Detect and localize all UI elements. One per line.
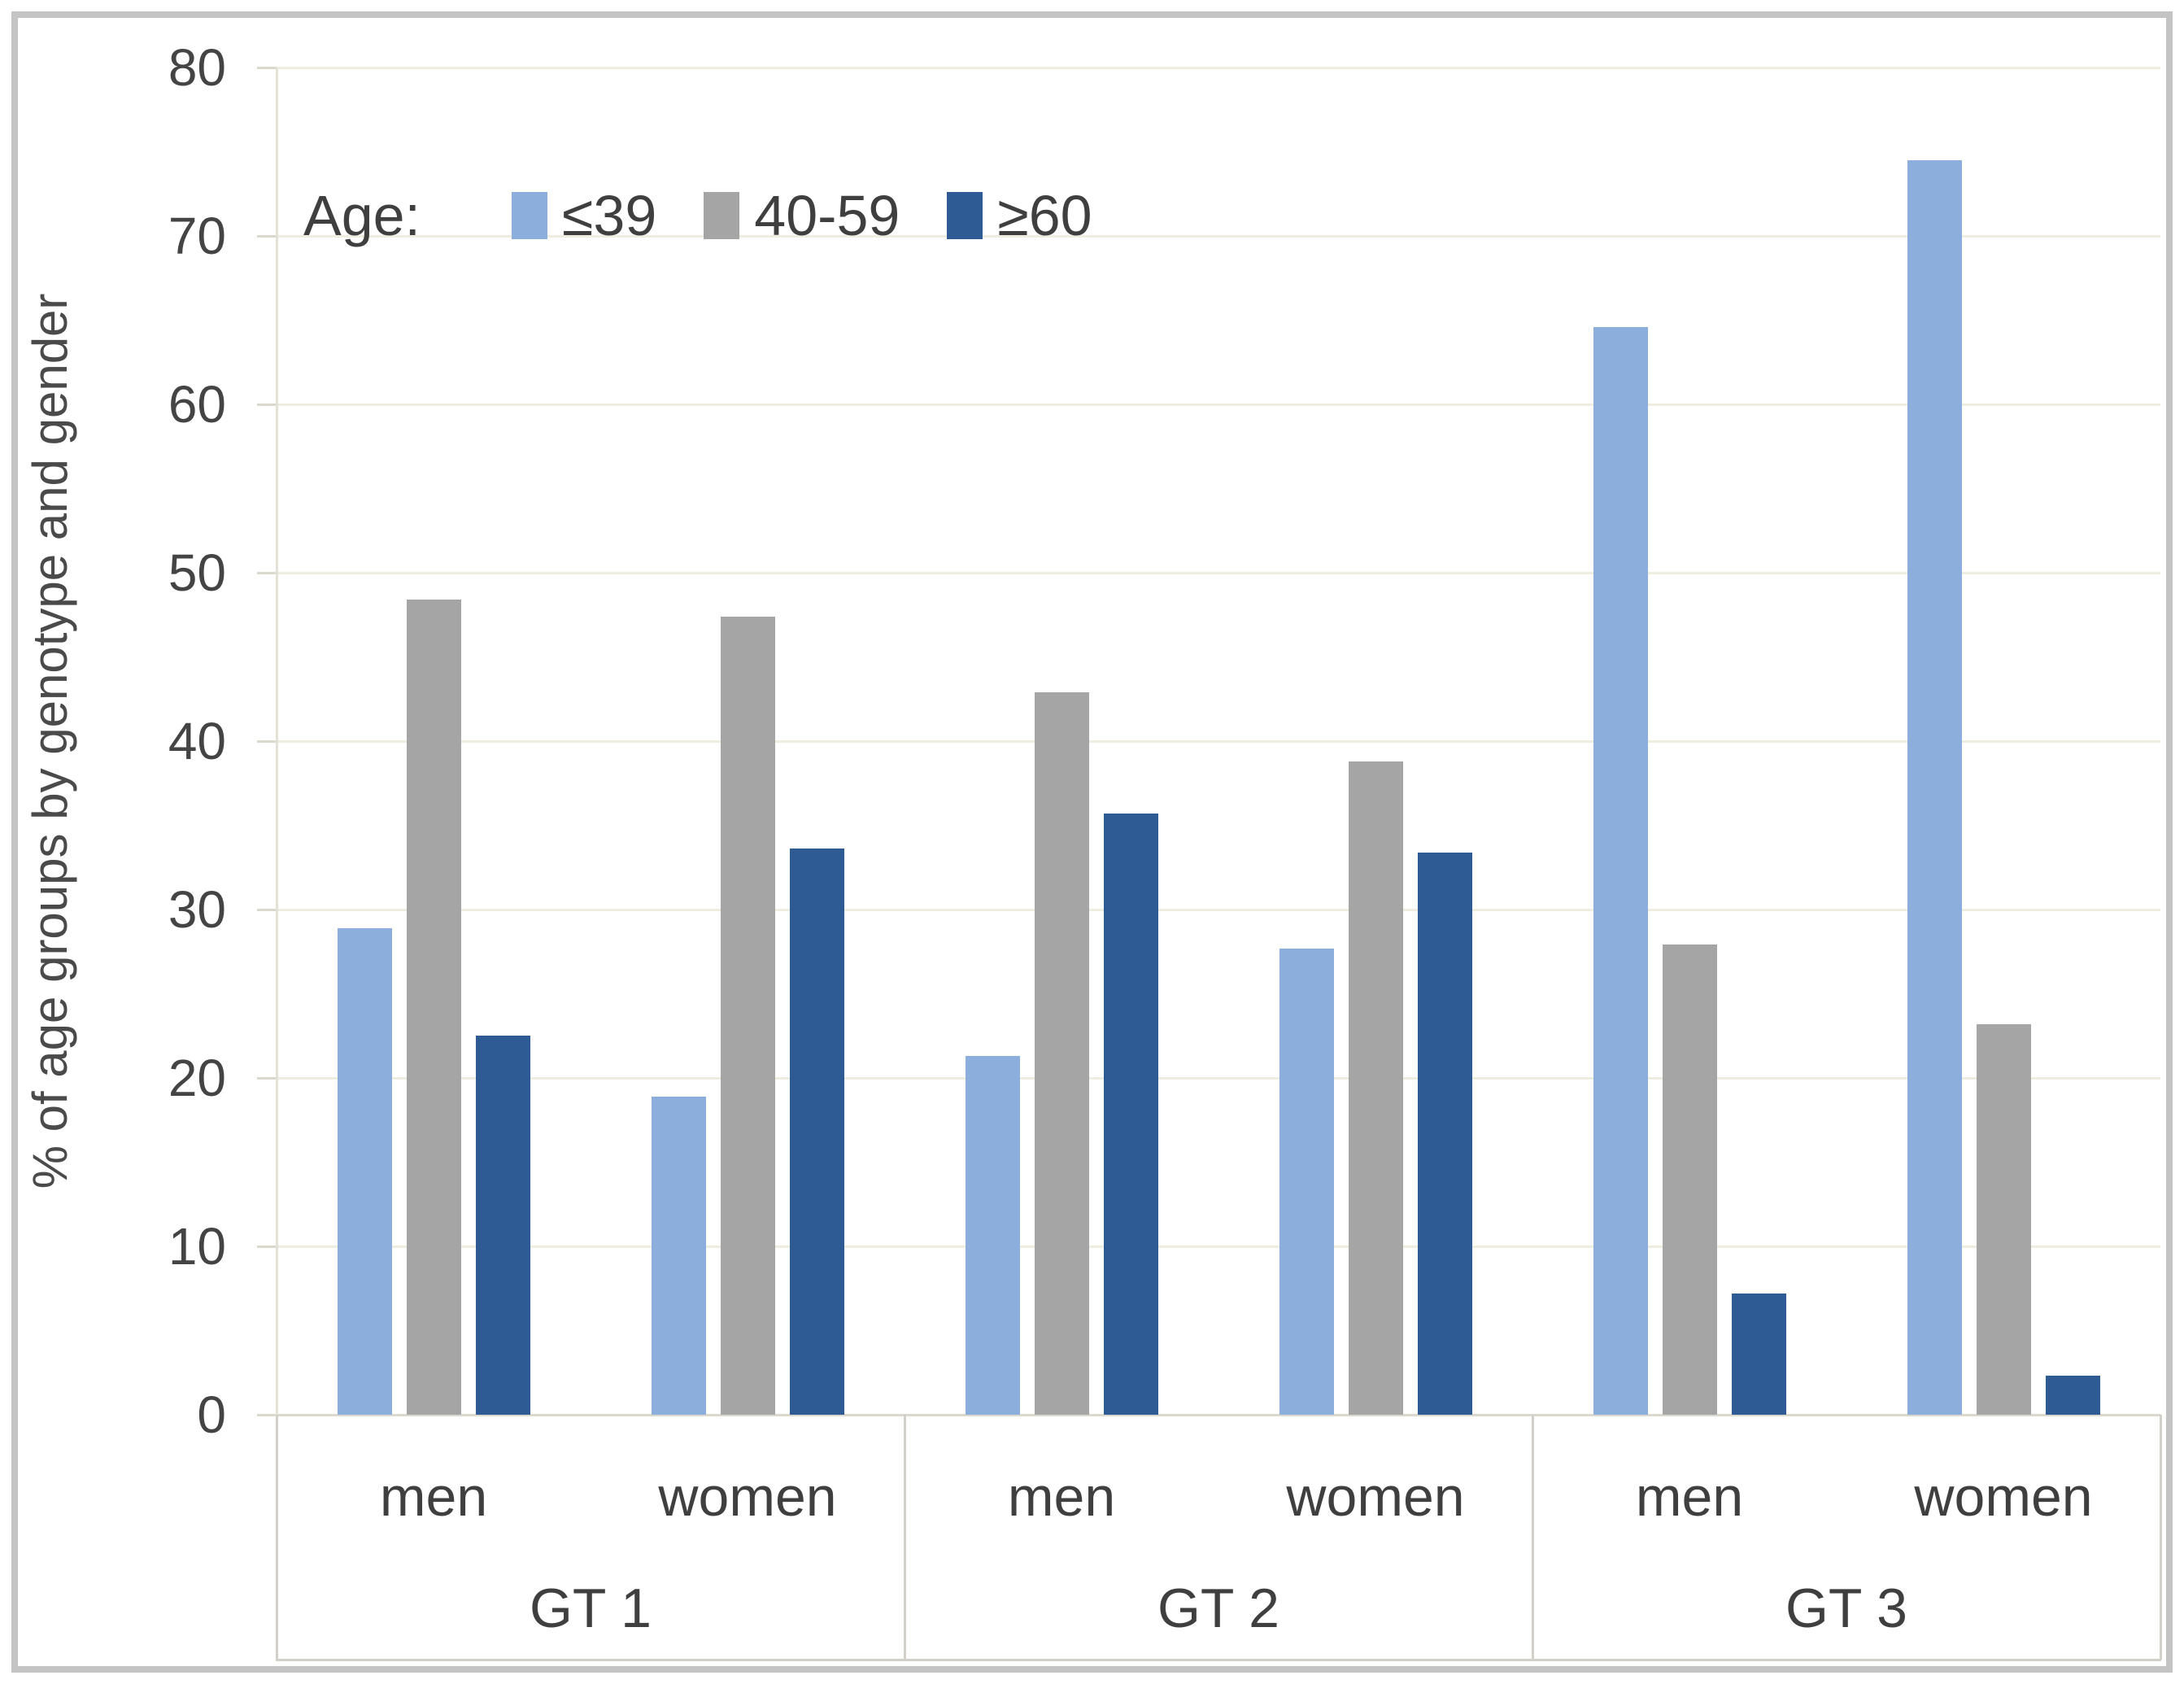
bar-gt1-men-2 bbox=[475, 1036, 530, 1415]
y-axis-line bbox=[276, 68, 278, 1415]
gridline bbox=[277, 1414, 2160, 1416]
legend-label: 40-59 bbox=[754, 184, 900, 247]
x-axis-group-label: GT 3 bbox=[1785, 1577, 1907, 1639]
y-tick-label: 0 bbox=[197, 1385, 226, 1444]
y-tick-label: 60 bbox=[168, 375, 226, 434]
x-axis-subgroup-label: women bbox=[658, 1466, 837, 1528]
x-axis-subgroup-label: women bbox=[1914, 1466, 2093, 1528]
x-axis-group-label: GT 1 bbox=[530, 1577, 652, 1639]
legend-items: ≤39 40-59 ≥60 bbox=[512, 183, 1140, 248]
y-axis-tick bbox=[257, 1246, 277, 1248]
bar-gt3-men-2 bbox=[1731, 1293, 1786, 1415]
x-axis-subgroup-label: women bbox=[1286, 1466, 1465, 1528]
legend-item: 40-59 bbox=[704, 183, 900, 248]
bar-gt2-women-0 bbox=[1279, 948, 1334, 1415]
y-axis-tick bbox=[257, 235, 277, 238]
bar-gt2-women-1 bbox=[1348, 761, 1403, 1415]
gridline bbox=[277, 235, 2160, 238]
bar-gt3-men-0 bbox=[1593, 326, 1648, 1415]
category-divider bbox=[276, 1415, 278, 1660]
legend-swatch-icon bbox=[704, 192, 740, 239]
gridline bbox=[277, 740, 2160, 743]
x-axis-subgroup-label: men bbox=[379, 1466, 488, 1528]
legend-item: ≤39 bbox=[512, 183, 656, 248]
y-axis-tick bbox=[257, 404, 277, 406]
bar-gt2-men-1 bbox=[1034, 691, 1089, 1415]
bar-gt3-women-1 bbox=[1976, 1023, 2031, 1415]
legend-label: ≥60 bbox=[997, 184, 1092, 247]
legend-swatch-icon bbox=[947, 192, 983, 239]
gridline bbox=[277, 67, 2160, 69]
category-table-bottom-border bbox=[276, 1659, 2161, 1661]
legend-item: ≥60 bbox=[947, 183, 1092, 248]
y-tick-label: 50 bbox=[168, 543, 226, 602]
bar-gt1-women-2 bbox=[789, 849, 844, 1415]
bar-gt1-men-1 bbox=[406, 600, 461, 1415]
gridline bbox=[277, 404, 2160, 406]
x-axis-group-label: GT 2 bbox=[1157, 1577, 1279, 1639]
bar-gt2-men-2 bbox=[1103, 814, 1158, 1415]
gridline bbox=[277, 1077, 2160, 1080]
y-axis-tick bbox=[257, 1414, 277, 1416]
y-tick-label: 20 bbox=[168, 1049, 226, 1107]
bar-gt3-women-2 bbox=[2045, 1376, 2100, 1415]
gridline bbox=[277, 572, 2160, 574]
category-divider bbox=[904, 1415, 906, 1660]
bar-gt2-men-0 bbox=[965, 1056, 1020, 1415]
gridline bbox=[277, 909, 2160, 911]
legend-swatch-icon bbox=[512, 192, 547, 239]
y-axis-tick bbox=[257, 67, 277, 69]
y-tick-label: 80 bbox=[168, 38, 226, 97]
bar-gt1-women-0 bbox=[651, 1096, 706, 1415]
y-axis-tick bbox=[257, 572, 277, 574]
y-tick-label: 40 bbox=[168, 712, 226, 770]
y-axis-tick bbox=[257, 909, 277, 911]
bar-gt3-men-1 bbox=[1662, 945, 1717, 1415]
category-divider bbox=[1532, 1415, 1534, 1660]
category-divider bbox=[2160, 1415, 2162, 1660]
legend: Age: ≤39 40-59 ≥60 bbox=[303, 163, 1140, 268]
bar-gt3-women-0 bbox=[1907, 159, 1962, 1415]
y-tick-label: 70 bbox=[168, 207, 226, 265]
gridline bbox=[277, 1246, 2160, 1248]
y-axis-tick bbox=[257, 740, 277, 743]
legend-title: Age: bbox=[303, 184, 421, 247]
x-axis-subgroup-label: men bbox=[1635, 1466, 1744, 1528]
bar-gt2-women-2 bbox=[1417, 852, 1472, 1415]
x-axis-subgroup-label: men bbox=[1007, 1466, 1116, 1528]
bar-gt1-women-1 bbox=[720, 616, 775, 1415]
y-axis-tick bbox=[257, 1077, 277, 1080]
legend-label: ≤39 bbox=[562, 184, 657, 247]
bar-gt1-men-0 bbox=[337, 927, 392, 1415]
y-tick-label: 30 bbox=[168, 880, 226, 939]
y-tick-label: 10 bbox=[168, 1217, 226, 1276]
